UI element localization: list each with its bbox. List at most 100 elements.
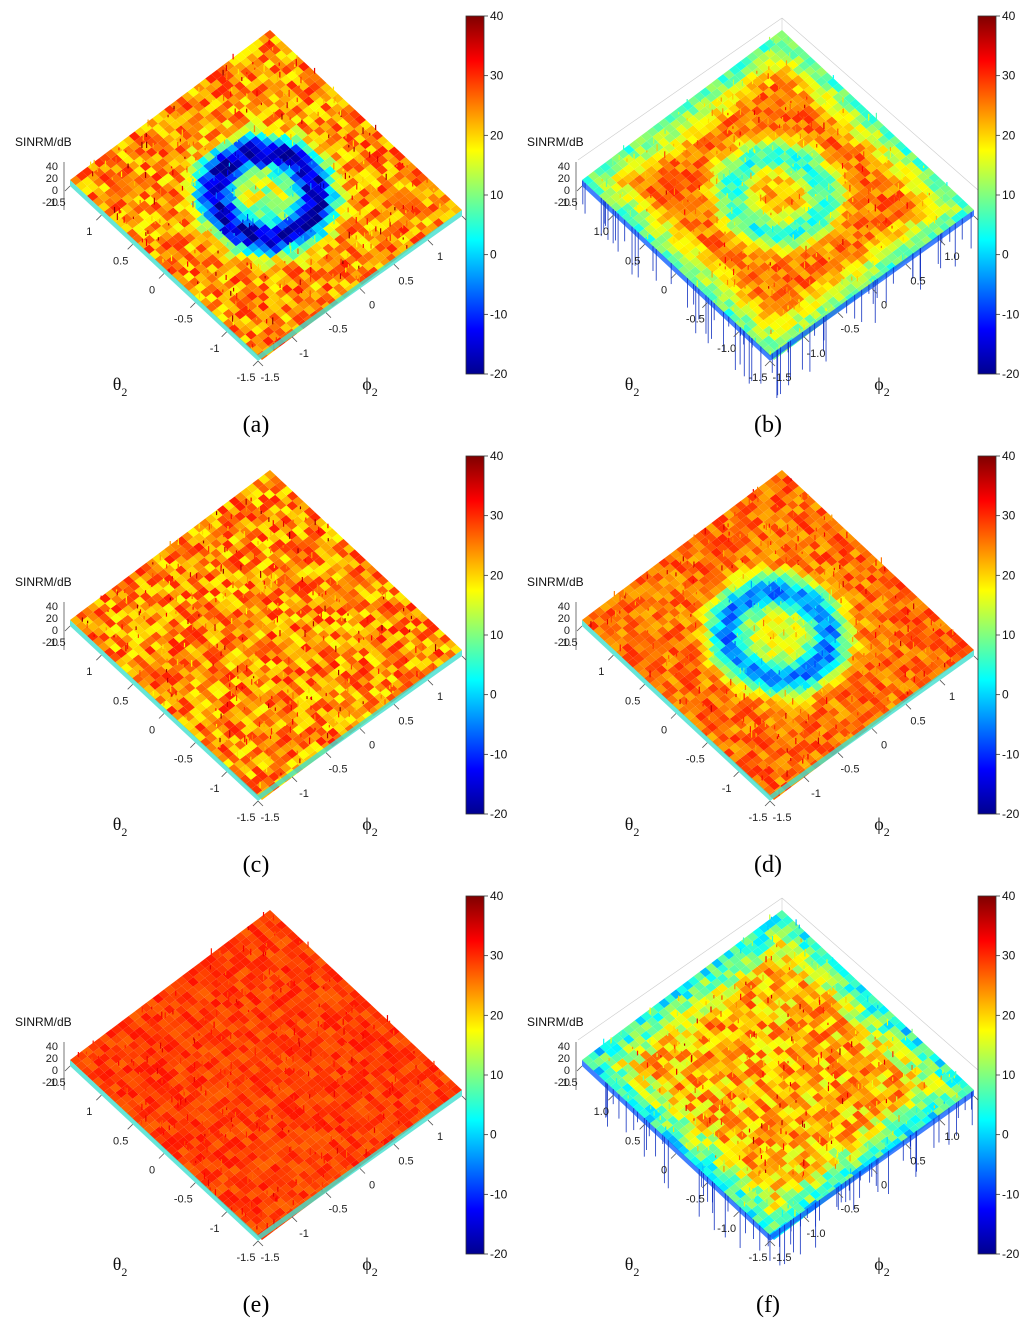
surface-cell <box>819 159 831 170</box>
surface-cell <box>233 120 245 130</box>
surface-cell <box>398 635 411 646</box>
surface-cell <box>162 182 174 193</box>
surface-cell <box>715 151 727 162</box>
surface-cell <box>657 176 669 187</box>
surface-cell <box>286 80 298 90</box>
surface-cell <box>781 54 793 65</box>
surface-cell <box>881 208 894 218</box>
surface-cell <box>318 150 331 161</box>
surface-cell <box>827 726 840 737</box>
surface-cell <box>792 65 805 75</box>
surface-cell <box>786 307 799 318</box>
surface-cell <box>772 195 784 205</box>
surface-cell <box>870 178 883 188</box>
surface-cell <box>223 289 235 300</box>
surface-cell <box>286 51 299 61</box>
surface-cell <box>720 195 732 206</box>
surface-cell <box>211 747 223 758</box>
surface-cell <box>213 220 225 231</box>
surface-cell <box>283 196 295 207</box>
surface-cell <box>806 226 818 237</box>
surface-cell <box>258 272 270 283</box>
surface-cell <box>851 699 863 710</box>
surface-cell <box>242 188 255 199</box>
surface-cell <box>275 728 287 739</box>
surface-cell <box>398 665 410 675</box>
surface-cell <box>645 185 657 195</box>
surface-cell <box>309 82 321 92</box>
surface-cell <box>712 258 725 269</box>
surface-cell <box>724 269 736 279</box>
phi-tick-label: 1 <box>437 251 443 263</box>
surface-cell <box>764 48 776 59</box>
surface-cell <box>209 147 221 158</box>
surface-cell <box>162 163 175 173</box>
surface-cell <box>710 127 722 137</box>
surface-cell <box>238 594 250 605</box>
surface-cell <box>325 107 338 118</box>
surface-cell <box>314 517 327 528</box>
surface-cell <box>219 627 232 637</box>
surface-cell <box>208 176 221 187</box>
theta-axis: 1.51.00.50-0.5-1.0-1.5θ2 <box>562 185 771 399</box>
surface-cell <box>374 672 387 683</box>
surface-cell <box>882 169 894 180</box>
surface-cell <box>181 91 194 102</box>
surface-cell <box>265 210 278 220</box>
surface-cell <box>410 177 423 188</box>
surface-cell <box>726 181 738 192</box>
surface-cell <box>650 200 663 210</box>
surface-cell <box>778 171 790 181</box>
surface-cell <box>260 185 272 195</box>
surface-cell <box>301 154 314 165</box>
surface-cell <box>233 329 246 339</box>
surface-cell <box>892 218 905 229</box>
surface-cell <box>863 671 876 681</box>
surface-cell <box>353 593 366 604</box>
surface-cell <box>768 92 781 103</box>
surface-cell <box>876 193 888 203</box>
surface-cell <box>341 602 354 613</box>
surface-cell <box>265 640 278 650</box>
surface-cell <box>204 562 216 573</box>
theta-tick <box>64 625 71 632</box>
surface-cell <box>200 287 212 298</box>
surface-cell <box>133 635 145 645</box>
surface-cell <box>698 126 711 136</box>
surface-cell <box>190 189 203 200</box>
surface-cell <box>214 181 226 192</box>
surface-cell <box>909 674 922 685</box>
surface-cell <box>404 210 416 221</box>
surface-cell <box>214 631 226 642</box>
surface-cell <box>732 148 745 158</box>
colorbar-gradient <box>465 15 485 375</box>
surface-cell <box>163 143 175 154</box>
theta-tick-label: -1.0 <box>717 343 736 355</box>
surface-cell <box>828 257 840 268</box>
theta-axis: 1.510.50-0.5-1-1.5θ2 <box>50 625 259 839</box>
surface-cell <box>826 77 839 88</box>
surface-cell <box>168 608 180 619</box>
surface-cell <box>734 758 746 769</box>
surface-cell <box>315 277 328 287</box>
surface-cell <box>868 695 881 706</box>
surface-cell <box>231 608 244 619</box>
surface-cell <box>945 198 957 209</box>
surface-cell <box>644 214 657 225</box>
surface-cell <box>258 474 270 485</box>
surface-cell <box>804 304 816 315</box>
surface-cell <box>133 175 146 186</box>
surface-cell <box>858 665 870 676</box>
surface-cell <box>231 187 243 198</box>
surface-cell <box>324 586 337 597</box>
surface-cell <box>162 622 174 633</box>
surface-cell <box>358 187 370 198</box>
surface-cell <box>172 662 185 673</box>
surface-cell <box>269 713 282 724</box>
surface-cell <box>308 560 320 571</box>
surface-cell <box>257 53 270 64</box>
surface-cell <box>194 712 207 723</box>
surface-cell <box>801 163 814 173</box>
surface-cell <box>809 309 822 320</box>
